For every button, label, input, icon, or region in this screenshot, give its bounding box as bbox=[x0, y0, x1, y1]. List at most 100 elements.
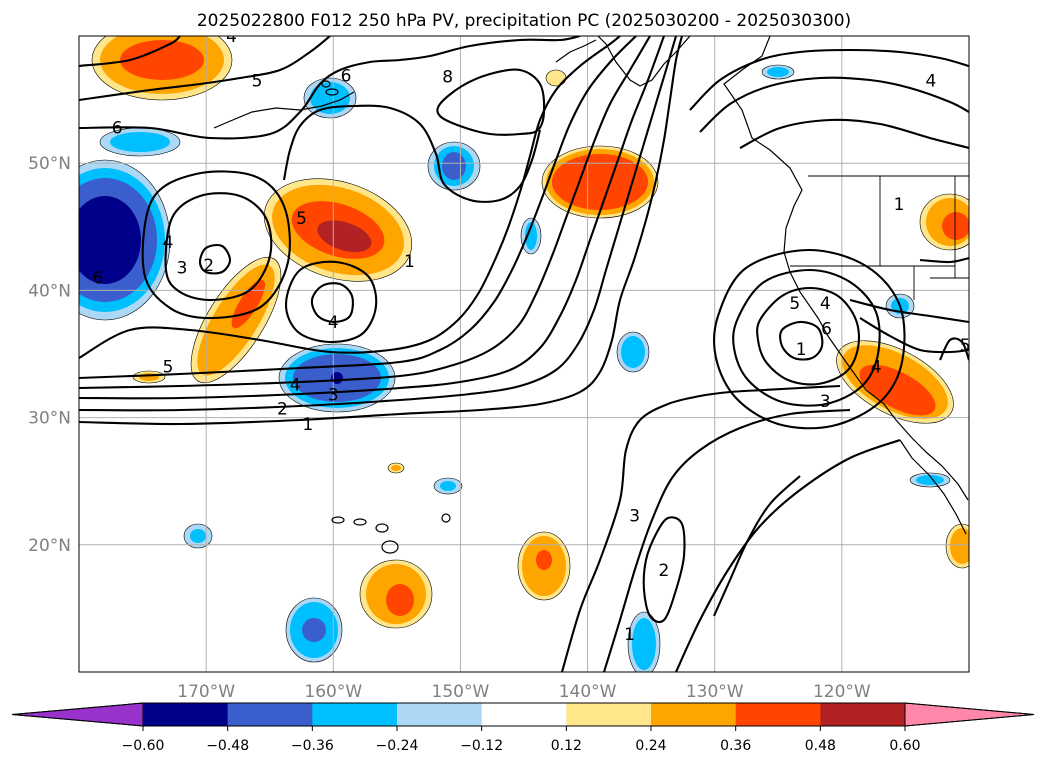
y-tick-label: 20°N bbox=[28, 536, 71, 556]
colorbar-segment bbox=[735, 703, 821, 726]
contour-label: 2 bbox=[658, 561, 669, 581]
contour-label: 5 bbox=[789, 294, 800, 314]
precip-negative-small-3-level-1 bbox=[767, 67, 789, 77]
pv-contour-line bbox=[919, 256, 969, 264]
precip-positive-california-level-2 bbox=[859, 364, 936, 416]
contour-label: 2 bbox=[277, 400, 288, 420]
contour-label: 3 bbox=[177, 259, 188, 279]
colorbar-tick-label: −0.12 bbox=[460, 738, 503, 754]
island bbox=[321, 80, 331, 88]
precip-negative-south-level-2 bbox=[302, 618, 326, 642]
x-tick-label: 160°W bbox=[304, 682, 362, 702]
precip-positive-gulf-of-alaska-level-2 bbox=[552, 154, 648, 210]
contour-label: 5 bbox=[252, 72, 263, 92]
contour-label: 1 bbox=[302, 415, 313, 435]
x-tick-label: 170°W bbox=[177, 682, 235, 702]
precip-positive-small-3-level-1 bbox=[391, 465, 401, 471]
x-tick-label: 140°W bbox=[559, 682, 617, 702]
pv-contour-line bbox=[699, 76, 969, 133]
colorbar-segment bbox=[227, 703, 313, 726]
contour-label: 6 bbox=[341, 66, 352, 86]
colorbar-tick-label: 0.12 bbox=[551, 738, 582, 754]
contour-label: 4 bbox=[163, 233, 174, 253]
precip-negative-south bbox=[285, 597, 343, 663]
contour-label: 1 bbox=[404, 252, 415, 272]
precip-negative-small-2 bbox=[183, 523, 213, 549]
precip-negative-small-1-level-1 bbox=[525, 222, 537, 250]
precip-positive-small-3 bbox=[387, 462, 405, 474]
pv-contour-line bbox=[739, 118, 969, 150]
contour-label: 6 bbox=[112, 119, 123, 139]
island bbox=[325, 88, 339, 96]
pv-contour-line bbox=[79, 36, 581, 140]
precip-negative-tropics-east-level-1 bbox=[632, 618, 656, 670]
pv-contour-line bbox=[713, 475, 801, 617]
colorbar-tick-label: 0.36 bbox=[720, 738, 751, 754]
y-tick-label: 40°N bbox=[28, 281, 71, 301]
pv-contour-line bbox=[79, 36, 651, 390]
colorbar-tick-label: −0.60 bbox=[122, 738, 165, 754]
precip-negative-northeast-pacific-level-1 bbox=[621, 336, 645, 368]
contour-label: 4 bbox=[820, 294, 831, 314]
precip-negative-date-line-level-3 bbox=[79, 196, 141, 284]
contour-label: 6 bbox=[93, 269, 104, 289]
colorbar-extend-high bbox=[904, 702, 1035, 727]
pv-contour-line bbox=[779, 320, 824, 361]
pv-contour-line bbox=[79, 36, 181, 68]
colorbar-tick-label: −0.48 bbox=[206, 738, 249, 754]
colorbar-segment bbox=[481, 703, 567, 726]
colorbar-segment bbox=[820, 703, 906, 726]
colorbar-segment bbox=[566, 703, 652, 726]
pv-contour-line bbox=[284, 260, 378, 344]
precip-negative-aleutian-west bbox=[99, 127, 181, 157]
longitude-tick-labels: 170°W 160°W 150°W 140°W 130°W 120°W bbox=[177, 682, 871, 702]
contour-label: 4 bbox=[871, 358, 882, 378]
contour-label: 1 bbox=[624, 625, 635, 645]
precip-positive-subtropical-level-2 bbox=[536, 550, 552, 570]
coastline bbox=[555, 39, 597, 63]
precip-positive-small-2-level-0 bbox=[545, 69, 567, 87]
pv-contour-line bbox=[79, 36, 331, 102]
contour-label: 5 bbox=[163, 358, 174, 378]
precip-positive-central-north-pacific-level-3 bbox=[317, 220, 372, 253]
contour-label: 4 bbox=[328, 313, 339, 333]
island bbox=[441, 513, 451, 523]
pv-contour-line bbox=[79, 36, 684, 426]
precip-negative-mid-pacific bbox=[427, 141, 481, 191]
pv-contour-line bbox=[689, 48, 969, 111]
colorbar: −0.60 −0.48 −0.36 −0.24 −0.12 0.12 0.24 0.36 0.4… bbox=[11, 702, 1035, 754]
precip-positive-pacific-northwest-level-2 bbox=[942, 212, 969, 240]
colorbar-segment bbox=[143, 703, 229, 726]
colorbar-segment bbox=[397, 703, 483, 726]
colorbar-extend-low bbox=[11, 702, 144, 727]
colorbar-segment bbox=[651, 703, 737, 726]
coastline bbox=[213, 91, 355, 129]
pv-contour-line bbox=[79, 36, 621, 359]
colorbar-segment bbox=[312, 703, 398, 726]
precip-positive-central-north-pacific bbox=[263, 178, 413, 282]
precip-negative-small-3 bbox=[761, 64, 795, 80]
colorbar-tick-label: 0.24 bbox=[635, 738, 666, 754]
precip-negative-mid-pacific-level-2 bbox=[442, 152, 466, 180]
precip-positive-bering-level-2 bbox=[120, 40, 204, 80]
precip-negative-small-1 bbox=[520, 217, 542, 255]
island bbox=[353, 518, 367, 526]
precip-positive-small-1 bbox=[132, 370, 166, 384]
latitude-tick-labels: 20°N 30°N 40°N 50°N bbox=[28, 154, 71, 556]
island bbox=[331, 516, 345, 524]
pv-contour-line bbox=[198, 243, 232, 275]
precip-negative-small-5 bbox=[909, 472, 951, 488]
contour-label: 2 bbox=[203, 256, 214, 276]
precip-negative-aleutian-west-level-1 bbox=[110, 132, 170, 152]
colorbar-tick-label: 0.48 bbox=[805, 738, 836, 754]
pv-contour-line bbox=[602, 408, 851, 672]
contour-label: 4 bbox=[226, 27, 237, 47]
precip-positive-mexico-coast-level-1 bbox=[950, 528, 969, 564]
pv-contour-line bbox=[732, 268, 881, 407]
colorbar-tick-label: −0.24 bbox=[376, 738, 419, 754]
map-frame bbox=[78, 35, 970, 673]
precip-negative-tropics-east bbox=[627, 611, 661, 672]
